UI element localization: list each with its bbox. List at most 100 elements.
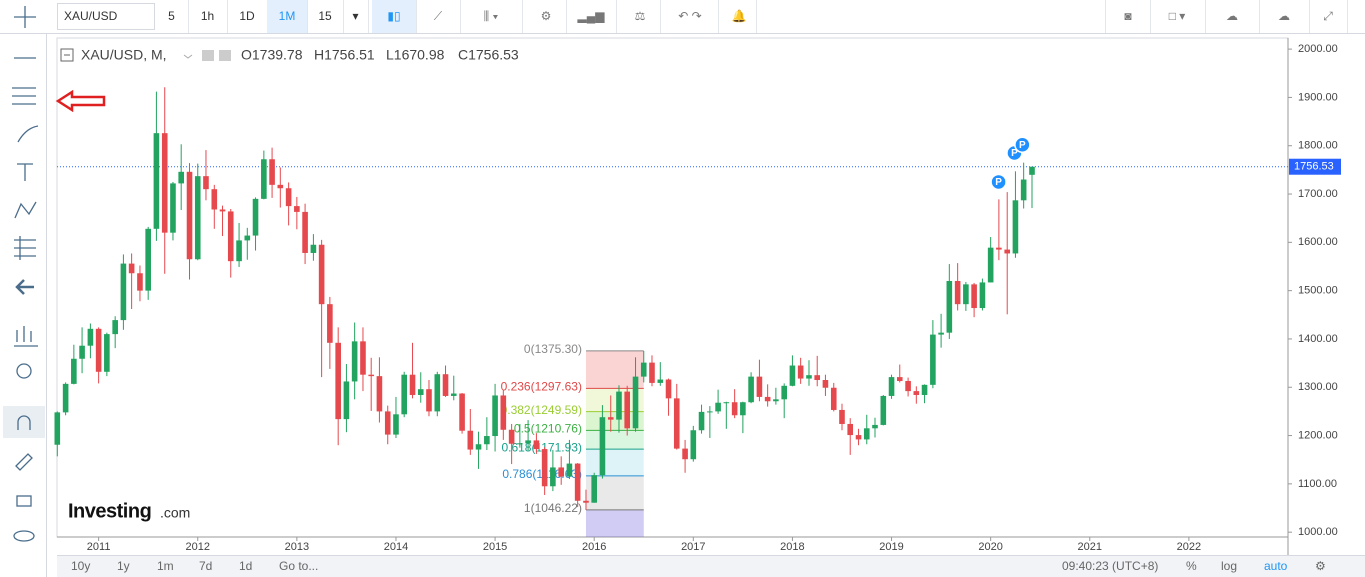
candle-body xyxy=(946,280,953,333)
y-tick-label: 1000.00 xyxy=(1298,526,1338,538)
interval-button[interactable]: 1D xyxy=(227,0,268,33)
interval-button[interactable]: 15 xyxy=(307,0,344,33)
range-button[interactable]: 1y xyxy=(117,559,130,573)
candle-body xyxy=(236,240,242,262)
x-tick-label: 2011 xyxy=(87,541,111,553)
legend-dropdown[interactable] xyxy=(183,54,193,59)
candle-body xyxy=(302,211,308,253)
color-button[interactable]: □ ▾ xyxy=(1149,0,1206,33)
brush-icon[interactable] xyxy=(17,125,39,143)
candle-body xyxy=(95,328,102,372)
interval-dropdown[interactable]: ▾ xyxy=(343,0,369,33)
magnet-icon[interactable] xyxy=(17,415,31,430)
candle-body xyxy=(872,424,878,429)
undo-redo-button[interactable]: ↶ ↷ xyxy=(662,0,719,33)
indicators-button[interactable]: ▂▄▆ xyxy=(566,0,617,33)
interval-button[interactable]: 5 xyxy=(155,0,189,33)
y-tick-label: 1300.00 xyxy=(1298,381,1338,393)
save-button[interactable]: ☁ xyxy=(1259,0,1310,33)
fib-extension xyxy=(585,509,644,537)
marker-label: P xyxy=(1019,140,1026,151)
candle-body xyxy=(87,328,94,346)
legend-close: C1756.53 xyxy=(458,47,519,63)
compare-button[interactable]: ⚖ xyxy=(620,0,661,33)
candle-body xyxy=(822,380,829,388)
text-icon[interactable] xyxy=(17,163,33,181)
candle-body xyxy=(252,198,259,236)
range-button[interactable]: 1d xyxy=(239,559,253,573)
x-tick-label: 2016 xyxy=(582,541,606,553)
candle-body xyxy=(938,332,944,335)
measure-icon[interactable] xyxy=(14,326,38,347)
alert-button[interactable]: 🔔 xyxy=(722,0,757,33)
y-tick-label: 1200.00 xyxy=(1298,429,1338,441)
option-button[interactable]: % xyxy=(1186,559,1197,573)
marker-label: P xyxy=(1011,148,1018,159)
back-icon[interactable] xyxy=(15,279,34,295)
eye-tool-icon[interactable] xyxy=(13,530,35,542)
candle-body xyxy=(550,467,556,487)
candle-body xyxy=(244,235,251,241)
candle-body xyxy=(310,244,317,253)
option-button[interactable]: log xyxy=(1221,559,1238,573)
x-tick-label: 2020 xyxy=(978,541,1002,553)
candle-body xyxy=(467,430,474,450)
watermark-brand: Investing xyxy=(68,500,151,522)
lock-draw-icon[interactable] xyxy=(15,453,33,471)
zoom-icon[interactable] xyxy=(16,363,32,379)
y-tick-label: 2000.00 xyxy=(1298,43,1338,55)
top-toolbar: XAU/USD 5 1h 1D 1M 15 ▾ ▮▯ ⟋ ⫼ ▾ ⚙ ▂▄▆ ⚖ ↶ ↷… xyxy=(0,0,1365,34)
y-tick-label: 1500.00 xyxy=(1298,285,1338,297)
candle-body xyxy=(145,228,151,291)
x-tick-label: 2021 xyxy=(1078,541,1102,553)
candle-body xyxy=(764,396,771,402)
candle-body xyxy=(847,423,854,436)
snapshot-button[interactable]: ◙ xyxy=(1105,0,1151,33)
x-tick-label: 2017 xyxy=(681,541,705,553)
fib-label: 1(1046.22) xyxy=(524,501,582,515)
candle-body xyxy=(591,475,597,503)
range-button[interactable]: 7d xyxy=(199,559,213,573)
interval-button[interactable]: 1h xyxy=(188,0,228,33)
candle-body xyxy=(112,320,118,335)
legend-low: L1670.98 xyxy=(386,47,445,63)
candle-body xyxy=(434,374,441,412)
eye-icon[interactable] xyxy=(202,50,214,61)
fullscreen-button[interactable]: ⤢ xyxy=(1309,0,1348,33)
range-button[interactable]: 1m xyxy=(157,559,174,573)
candle-body xyxy=(194,176,201,260)
settings-gear[interactable]: ⚙ xyxy=(1315,559,1326,573)
crosshair-icon[interactable] xyxy=(14,6,36,28)
y-tick-label: 1900.00 xyxy=(1298,91,1338,103)
price-tag xyxy=(1289,158,1341,175)
line-style-button[interactable]: ⟋ xyxy=(416,0,461,33)
candle-body xyxy=(863,428,870,440)
prediction-icon[interactable] xyxy=(14,236,36,260)
candle-body xyxy=(781,385,788,400)
candle-body xyxy=(417,389,424,395)
candle-style-button[interactable]: ▮▯ xyxy=(372,0,417,33)
lock-icon[interactable] xyxy=(16,495,32,507)
fib-label: 0.236(1297.63) xyxy=(501,380,582,394)
settings-button[interactable]: ⚙ xyxy=(526,0,567,33)
load-button[interactable]: ☁ xyxy=(1205,0,1260,33)
pattern-icon[interactable] xyxy=(14,201,37,219)
candle-body xyxy=(508,429,515,444)
candle-body xyxy=(393,414,399,435)
candle-body xyxy=(318,244,325,305)
option-button[interactable]: auto xyxy=(1264,559,1288,573)
candle-body xyxy=(624,391,631,429)
interval-button[interactable]: 1M xyxy=(267,0,308,33)
fib-icon[interactable] xyxy=(12,87,36,105)
settings-icon[interactable] xyxy=(219,50,231,61)
candle-body xyxy=(748,376,754,403)
bar-style-button[interactable]: ⫼ ▾ xyxy=(460,0,523,33)
candle-body xyxy=(517,443,523,445)
x-tick-label: 2015 xyxy=(483,541,507,553)
symbol-input[interactable]: XAU/USD xyxy=(57,3,155,30)
range-button[interactable]: 10y xyxy=(71,559,91,573)
candle-body xyxy=(71,358,77,384)
goto-button[interactable]: Go to... xyxy=(279,559,319,573)
candle-body xyxy=(740,402,746,416)
